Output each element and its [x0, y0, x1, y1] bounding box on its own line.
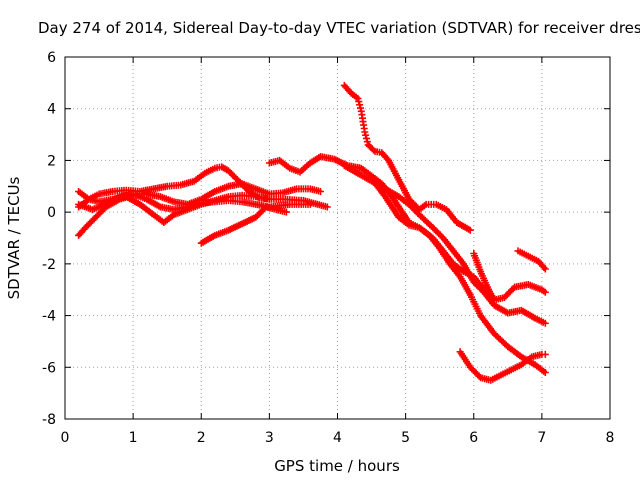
y-tick-label: -4	[42, 309, 56, 325]
series-track-12	[514, 247, 549, 273]
y-tick-label: -8	[42, 412, 56, 428]
x-tick-label: 5	[401, 430, 410, 446]
series-markers	[368, 175, 549, 304]
y-axis-label: SDTVAR / TECUs	[5, 176, 23, 299]
x-tick-label: 6	[469, 430, 478, 446]
series-track-7	[340, 162, 549, 327]
chart-title: Day 274 of 2014, Sidereal Day-to-day VTE…	[38, 19, 640, 37]
series-track-10	[470, 250, 498, 304]
x-tick-label: 2	[197, 430, 206, 446]
data-series	[75, 81, 549, 384]
axis-ticks: 0 1 2 3 4 5 6 7 8 -8 -6 -4 -2 0 2 4 6	[42, 50, 614, 446]
series-markers	[456, 348, 549, 384]
y-tick-label: 4	[47, 102, 56, 118]
x-tick-label: 8	[606, 430, 615, 446]
series-track-5	[197, 203, 290, 247]
series-markers	[197, 203, 290, 247]
y-tick-label: 2	[47, 153, 56, 169]
y-tick-label: -2	[42, 257, 56, 273]
y-tick-label: 6	[47, 50, 56, 66]
y-tick-label: 0	[47, 205, 56, 221]
x-tick-label: 4	[333, 430, 342, 446]
y-tick-label: -6	[42, 360, 56, 376]
series-track-9	[368, 175, 549, 304]
x-axis-label: GPS time / hours	[274, 457, 400, 475]
series-markers	[75, 190, 314, 214]
grid	[65, 57, 610, 419]
series-track-8	[340, 81, 474, 234]
series-markers	[470, 250, 498, 304]
x-tick-label: 3	[265, 430, 274, 446]
x-tick-label: 0	[61, 430, 70, 446]
series-track-11	[456, 348, 549, 384]
series-markers	[340, 81, 474, 234]
series-markers	[514, 247, 549, 273]
x-tick-label: 7	[537, 430, 546, 446]
x-tick-label: 1	[129, 430, 138, 446]
series-markers	[340, 162, 549, 327]
series-track-4	[75, 190, 314, 214]
